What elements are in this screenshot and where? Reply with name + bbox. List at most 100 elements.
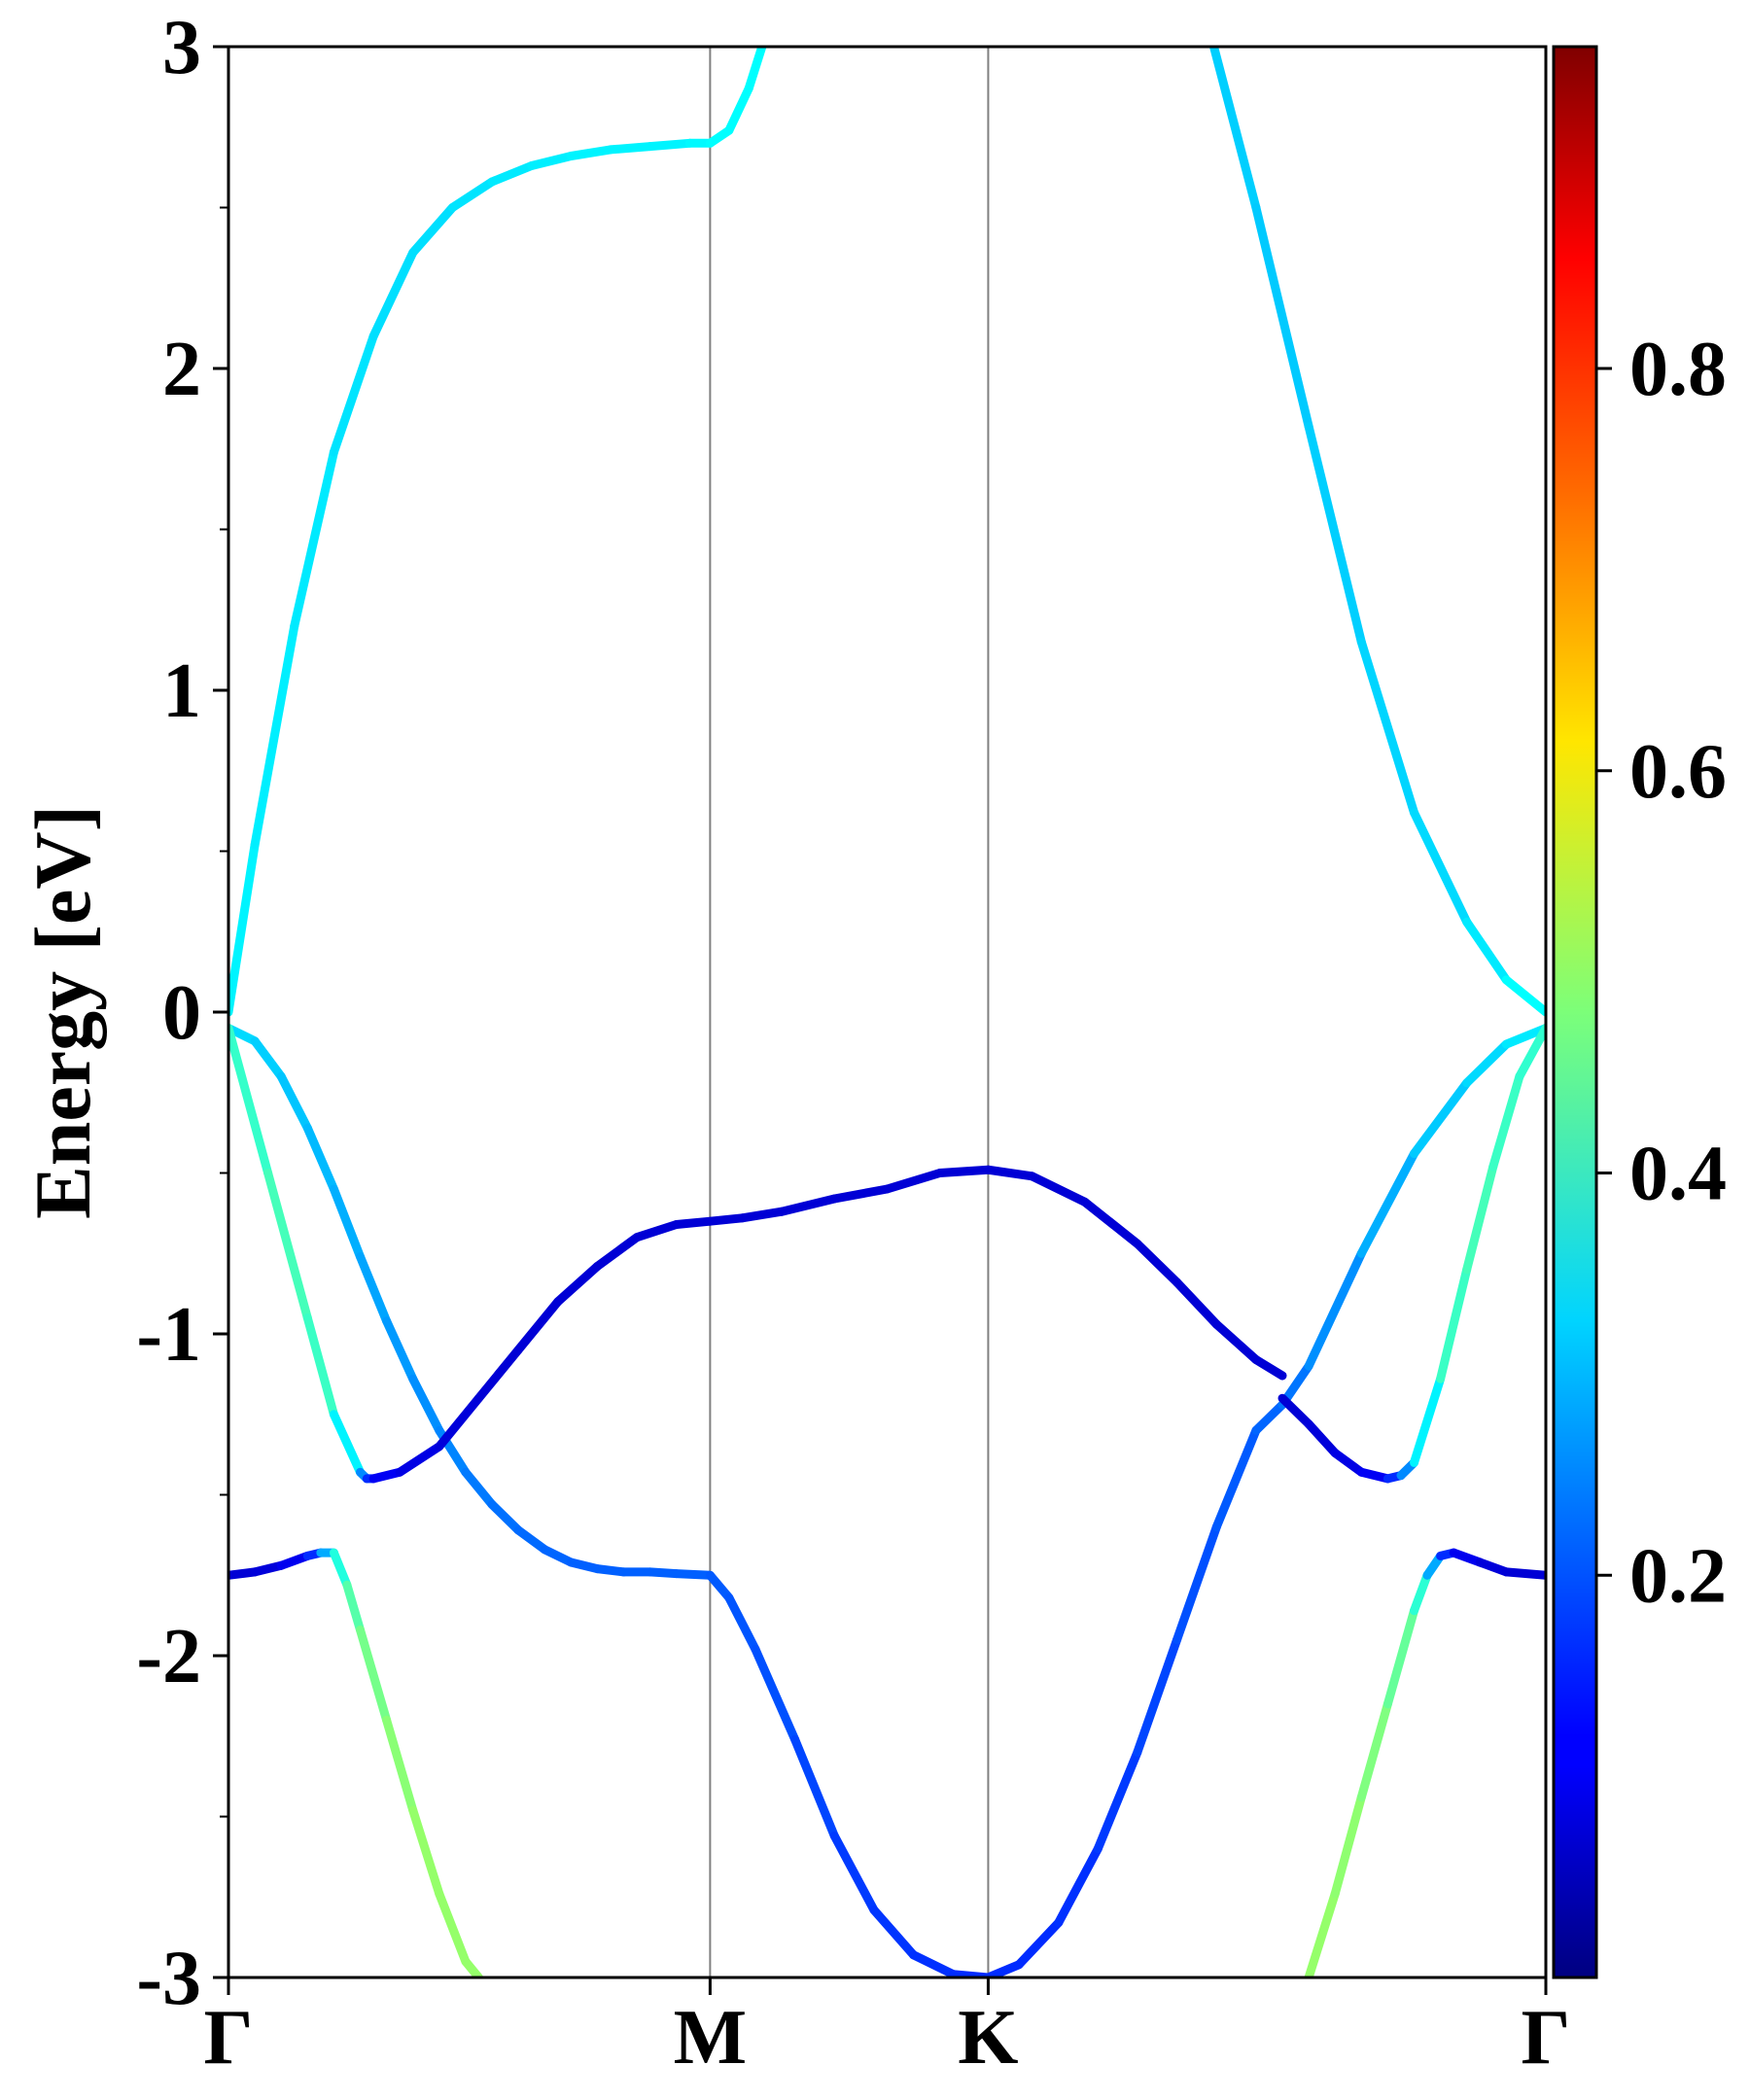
band-3-segment (909, 1950, 958, 1978)
band-1-segment (744, 47, 767, 93)
band-5-segment (1278, 1393, 1313, 1429)
band-7-segment (1410, 1570, 1432, 1616)
band-1-segment (408, 203, 457, 258)
band-6-segment (329, 1548, 352, 1590)
band-1-segment (487, 161, 537, 187)
band-2 (1209, 47, 1546, 1017)
y-axis-ticks: -3 -2 -1 0 1 2 3 (136, 5, 228, 2021)
band-6-segment (356, 1626, 392, 1725)
band-3-segment (592, 1564, 628, 1577)
band-4-segment (705, 1213, 747, 1226)
band-6-segment (250, 1560, 286, 1577)
band-4-segment (263, 1169, 312, 1322)
band-4-segment (1211, 1319, 1261, 1364)
x-tick-label: Γ (1522, 1995, 1571, 2081)
band-2-segment (1209, 47, 1261, 212)
band-6-segment (461, 1957, 483, 1978)
band-3-segment (513, 1525, 549, 1555)
band-3-segment (1501, 1024, 1546, 1049)
band-2-segment (1501, 975, 1546, 1017)
band-3-segment (302, 1123, 338, 1194)
band-3-segment (1462, 1039, 1511, 1088)
band-6-segment (342, 1580, 365, 1634)
band-3-segment (1054, 1844, 1102, 1928)
band-4-segment (513, 1297, 563, 1354)
band-4-segment (1172, 1278, 1221, 1329)
band-4-segment (983, 1165, 1036, 1181)
high-symmetry-lines (709, 47, 990, 1978)
band-4-segment (395, 1442, 444, 1477)
band-lines (228, 47, 1546, 1978)
band-3-segment (250, 1036, 286, 1081)
band-7-segment (1304, 1889, 1340, 1978)
band-1-segment (606, 142, 655, 155)
band-1-segment (368, 248, 418, 341)
band-3-segment (983, 1960, 1024, 1978)
band-7-segment (1475, 1558, 1511, 1577)
band-6-segment (382, 1715, 418, 1815)
band-3-segment (1093, 1747, 1142, 1854)
y-tick-label: 1 (162, 648, 201, 734)
band-5-segment (1488, 1071, 1524, 1172)
band-7-segment (1449, 1548, 1485, 1567)
colorbar-tick-label: 0.6 (1629, 729, 1727, 815)
band-4-segment (228, 1024, 273, 1177)
band-6 (228, 1548, 483, 1978)
band-3-segment (1251, 1400, 1287, 1435)
band-2-segment (1304, 422, 1366, 647)
band-4-segment (883, 1169, 945, 1194)
band-4-segment (1028, 1172, 1090, 1207)
band-5-segment (1436, 1265, 1472, 1383)
colorbar (1552, 45, 1598, 1979)
band-4-segment (738, 1207, 787, 1223)
band-3-segment (646, 1567, 682, 1579)
y-tick-label: -3 (136, 1936, 201, 2021)
band-4-segment (473, 1346, 523, 1403)
band-1-segment (228, 840, 260, 1017)
band-7-segment (1330, 1793, 1366, 1899)
band-4 (228, 1024, 1287, 1484)
y-tick-label: 2 (162, 327, 201, 412)
band-4-segment (672, 1216, 715, 1229)
band-4-segment (829, 1184, 892, 1204)
band-2-segment (1410, 808, 1472, 927)
band-5-segment (1304, 1419, 1340, 1457)
band-6-segment (408, 1805, 444, 1899)
band-4-segment (1133, 1239, 1182, 1287)
band-3-segment (540, 1545, 576, 1567)
band-3-segment (672, 1569, 715, 1580)
band-3-segment (705, 1570, 734, 1602)
colorbar-ticks: 0.2 0.4 0.6 0.8 (1596, 327, 1727, 1619)
band-5-segment (1515, 1024, 1546, 1081)
band-6-segment (228, 1567, 260, 1580)
band-3-segment (869, 1906, 919, 1960)
band-7-segment (1382, 1606, 1418, 1709)
band-1-segment (724, 84, 753, 135)
band-3-segment (356, 1252, 392, 1326)
band-5 (1278, 1024, 1546, 1484)
plot-frame (227, 45, 1548, 1979)
band-1-segment (646, 138, 694, 152)
band-7-segment (1356, 1699, 1392, 1802)
band-4-segment (553, 1262, 602, 1307)
band-3-segment (751, 1644, 800, 1744)
band-7-segment (1501, 1567, 1546, 1580)
band-1-segment (566, 145, 615, 160)
x-tick-label: Γ (204, 1995, 254, 2081)
band-3-segment (1410, 1078, 1472, 1159)
band-1-segment (290, 447, 338, 631)
y-tick-label: -1 (136, 1292, 201, 1378)
band-3-segment (1172, 1522, 1221, 1644)
band-3-segment (329, 1184, 365, 1262)
y-tick-label: -2 (136, 1614, 201, 1699)
band-6-segment (276, 1551, 312, 1570)
y-tick-label: 0 (162, 970, 201, 1056)
band-4-segment (592, 1233, 642, 1271)
band-1-segment (527, 152, 576, 170)
band-3-segment (724, 1592, 760, 1654)
band-2-segment (1356, 637, 1418, 818)
band-7 (1304, 1548, 1546, 1978)
x-tick-label: K (958, 1995, 1018, 2081)
colorbar-tick-label: 0.4 (1629, 1132, 1727, 1217)
y-axis-label: Energy [eV] (18, 805, 107, 1219)
